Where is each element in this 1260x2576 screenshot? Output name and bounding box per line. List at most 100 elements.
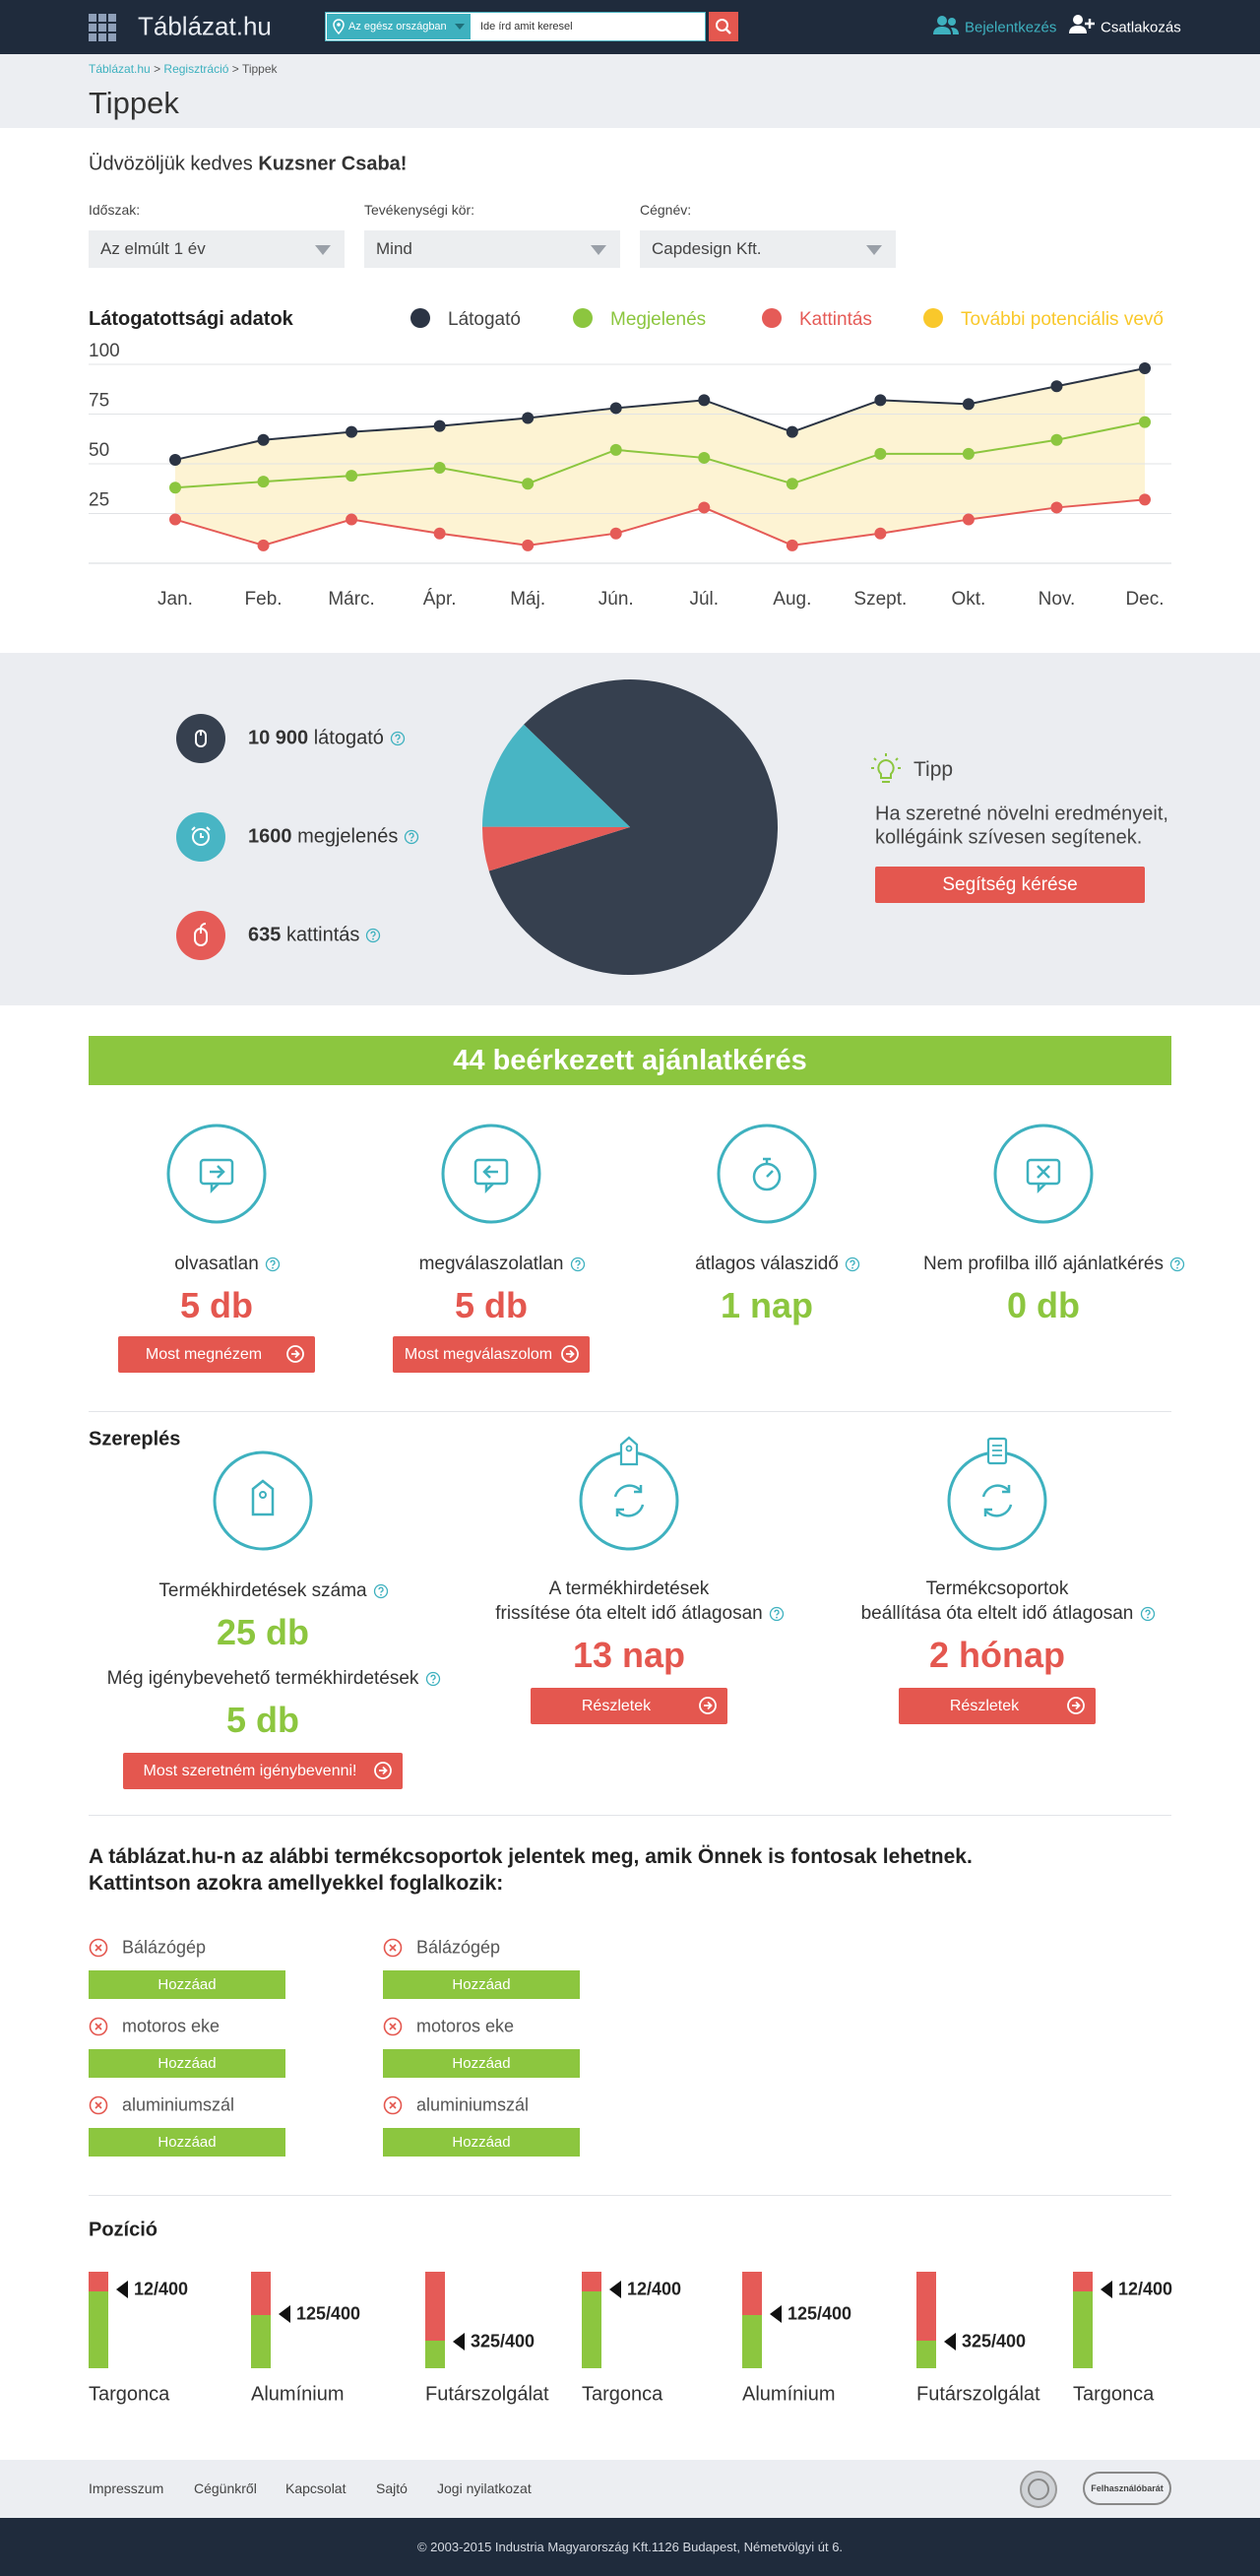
category-name: Bálázógép (122, 1937, 207, 1958)
help-icon[interactable] (425, 1671, 441, 1687)
legend-label: Kattintás (799, 309, 872, 330)
footer-link[interactable]: Sajtó (376, 2480, 408, 2496)
add-button[interactable]: Hozzáad (383, 2049, 580, 2078)
button[interactable]: Részletek (899, 1688, 1096, 1724)
login-link[interactable]: Bejelentkezés (965, 19, 1057, 36)
help-button[interactable]: Segítség kérése (875, 867, 1145, 903)
tip-text: Ha szeretné növelni eredményeit, (875, 803, 1168, 825)
performance-label: Termékhirdetések száma (158, 1580, 367, 1601)
footer-link[interactable]: Cégünkről (194, 2480, 257, 2496)
button-label[interactable]: Most megnézem (145, 1345, 263, 1363)
rank-bar-top (582, 2272, 601, 2291)
search-button[interactable] (709, 12, 738, 41)
data-point (786, 539, 798, 551)
footer-link[interactable]: Impresszum (89, 2480, 164, 2496)
help-icon[interactable] (1140, 1606, 1156, 1622)
search-icon (716, 19, 731, 34)
arrow-icon[interactable] (285, 1344, 305, 1364)
button-label[interactable]: Részletek (949, 1697, 1020, 1714)
button[interactable]: Most szeretném igénybevenni! (123, 1753, 403, 1789)
search-placeholder[interactable]: Ide írd amit keresel (480, 21, 573, 32)
button[interactable]: Most megválaszolom (393, 1336, 590, 1373)
rank-label: 12/400 (1118, 2279, 1173, 2299)
request-value: 5 db (179, 1285, 254, 1325)
button-label[interactable]: Részletek (581, 1697, 652, 1714)
remove-icon[interactable] (383, 1938, 403, 1958)
join-link[interactable]: Csatlakozás (1101, 19, 1181, 36)
chart-title: Látogatottsági adatok (89, 308, 294, 330)
request-value: 1 nap (720, 1285, 814, 1325)
data-point (698, 451, 711, 464)
filter-select[interactable] (89, 230, 345, 268)
button[interactable]: Részletek (531, 1688, 727, 1724)
rank-pointer (1101, 2281, 1112, 2298)
data-point (257, 476, 270, 488)
rank-name: Alumínium (742, 2383, 836, 2406)
help-icon[interactable] (365, 928, 381, 943)
breadcrumb-item[interactable]: Táblázat.hu (89, 62, 151, 76)
rank-bar-bottom (1073, 2272, 1093, 2368)
remove-icon[interactable] (383, 2095, 403, 2115)
help-icon[interactable] (1169, 1256, 1185, 1272)
add-button[interactable]: Hozzáad (383, 2128, 580, 2157)
menu-icon[interactable] (89, 14, 116, 41)
data-point (609, 443, 622, 456)
data-point (169, 453, 181, 466)
data-point (1050, 380, 1063, 393)
region-select[interactable] (327, 14, 471, 39)
logo[interactable]: Táblázat.hu (138, 11, 272, 41)
button-label[interactable]: Most szeretném igénybevenni! (143, 1762, 357, 1779)
stat-icon (176, 714, 225, 763)
rank-name: Targonca (89, 2383, 170, 2406)
x-tick-label: Aug. (773, 589, 811, 610)
arrow-icon[interactable] (373, 1761, 393, 1780)
arrow-icon[interactable] (698, 1696, 718, 1715)
performance-value: 2 hónap (928, 1635, 1066, 1675)
rank-label: 325/400 (471, 2331, 536, 2351)
data-point (874, 394, 887, 407)
remove-icon[interactable] (89, 2017, 108, 2036)
filter-value[interactable]: Mind (376, 239, 412, 258)
filter-select[interactable] (640, 230, 896, 268)
section-title: Pozíció (89, 2219, 158, 2241)
x-tick-label: Jan. (158, 589, 193, 610)
button-label[interactable]: Most megválaszolom (404, 1345, 553, 1363)
legend-label: Látogató (448, 309, 521, 330)
data-point (874, 447, 887, 460)
add-button[interactable]: Hozzáad (383, 1970, 580, 1999)
data-point (169, 513, 181, 526)
help-icon[interactable] (845, 1256, 860, 1272)
help-icon[interactable] (570, 1256, 586, 1272)
add-button[interactable]: Hozzáad (89, 2128, 285, 2157)
help-icon[interactable] (769, 1606, 785, 1622)
footer-link[interactable]: Jogi nyilatkozat (437, 2480, 532, 2496)
filter-value[interactable]: Capdesign Kft. (652, 239, 762, 258)
breadcrumb-item: Tippek (241, 62, 278, 76)
add-button[interactable]: Hozzáad (89, 2049, 285, 2078)
remove-icon[interactable] (89, 2095, 108, 2115)
rank-bar-top (425, 2272, 445, 2341)
caret (866, 245, 882, 255)
help-icon[interactable] (265, 1256, 281, 1272)
stat-value: 635 (248, 924, 282, 946)
y-tick-label: 100 (89, 341, 120, 361)
arrow-icon[interactable] (560, 1344, 580, 1364)
tip-text: kollégáink szívesen segítenek. (875, 826, 1143, 849)
help-icon[interactable] (373, 1583, 389, 1599)
data-point (257, 433, 270, 446)
breadcrumb-item[interactable]: Regisztráció (163, 62, 229, 76)
remove-icon[interactable] (89, 1938, 108, 1958)
arrow-icon[interactable] (1066, 1696, 1086, 1715)
series-line (174, 498, 1146, 547)
rank-bar-top (89, 2272, 108, 2291)
footer-link[interactable]: Kapcsolat (285, 2480, 346, 2496)
add-button[interactable]: Hozzáad (89, 1970, 285, 1999)
performance-value: 5 db (225, 1700, 300, 1740)
filter-value[interactable]: Az elmúlt 1 év (100, 239, 206, 258)
help-icon[interactable] (390, 731, 406, 746)
button[interactable]: Most megnézem (118, 1336, 315, 1373)
help-icon[interactable] (404, 829, 419, 845)
filter-select[interactable] (364, 230, 620, 268)
remove-icon[interactable] (383, 2017, 403, 2036)
